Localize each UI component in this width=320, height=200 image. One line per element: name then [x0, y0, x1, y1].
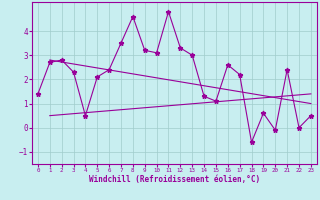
- X-axis label: Windchill (Refroidissement éolien,°C): Windchill (Refroidissement éolien,°C): [89, 175, 260, 184]
